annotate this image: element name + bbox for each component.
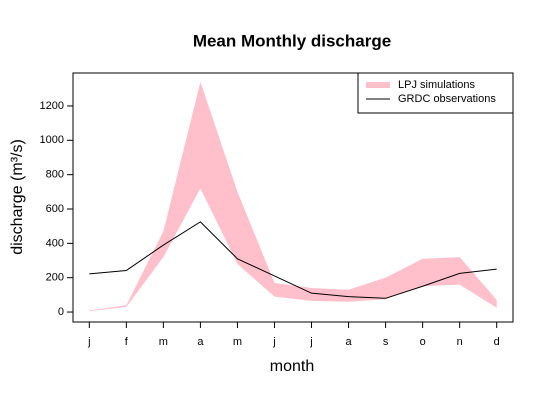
x-tick-label: j <box>309 336 312 348</box>
legend-box <box>357 72 514 114</box>
x-tick-label: d <box>494 336 500 348</box>
x-tick-label: n <box>457 336 463 348</box>
x-tick-label: j <box>272 336 275 348</box>
x-tick-label: a <box>345 336 352 348</box>
y-tick-label: 800 <box>46 169 64 181</box>
legend-label: GRDC observations <box>398 93 496 105</box>
y-tick-label: 400 <box>46 237 64 249</box>
x-tick-label: o <box>420 336 426 348</box>
y-tick-label: 1200 <box>40 100 64 112</box>
x-tick-label: f <box>125 336 129 348</box>
chart-title: Mean Monthly discharge <box>193 31 391 50</box>
y-axis-label: discharge (m³/s) <box>9 139 26 255</box>
plot-frame <box>72 72 514 323</box>
x-tick-label: a <box>197 336 204 348</box>
x-tick-label: s <box>383 336 389 348</box>
y-tick-label: 1000 <box>40 134 64 146</box>
y-tick-label: 0 <box>58 306 64 318</box>
x-tick-label: m <box>159 336 168 348</box>
x-tick-label: j <box>87 336 90 348</box>
y-tick-label: 600 <box>46 203 64 215</box>
line <box>89 221 497 299</box>
x-axis-label: month <box>270 358 314 375</box>
legend-label: LPJ simulations <box>398 79 476 91</box>
band <box>89 81 497 312</box>
y-tick-label: 200 <box>46 272 64 284</box>
x-tick-label: m <box>233 336 242 348</box>
